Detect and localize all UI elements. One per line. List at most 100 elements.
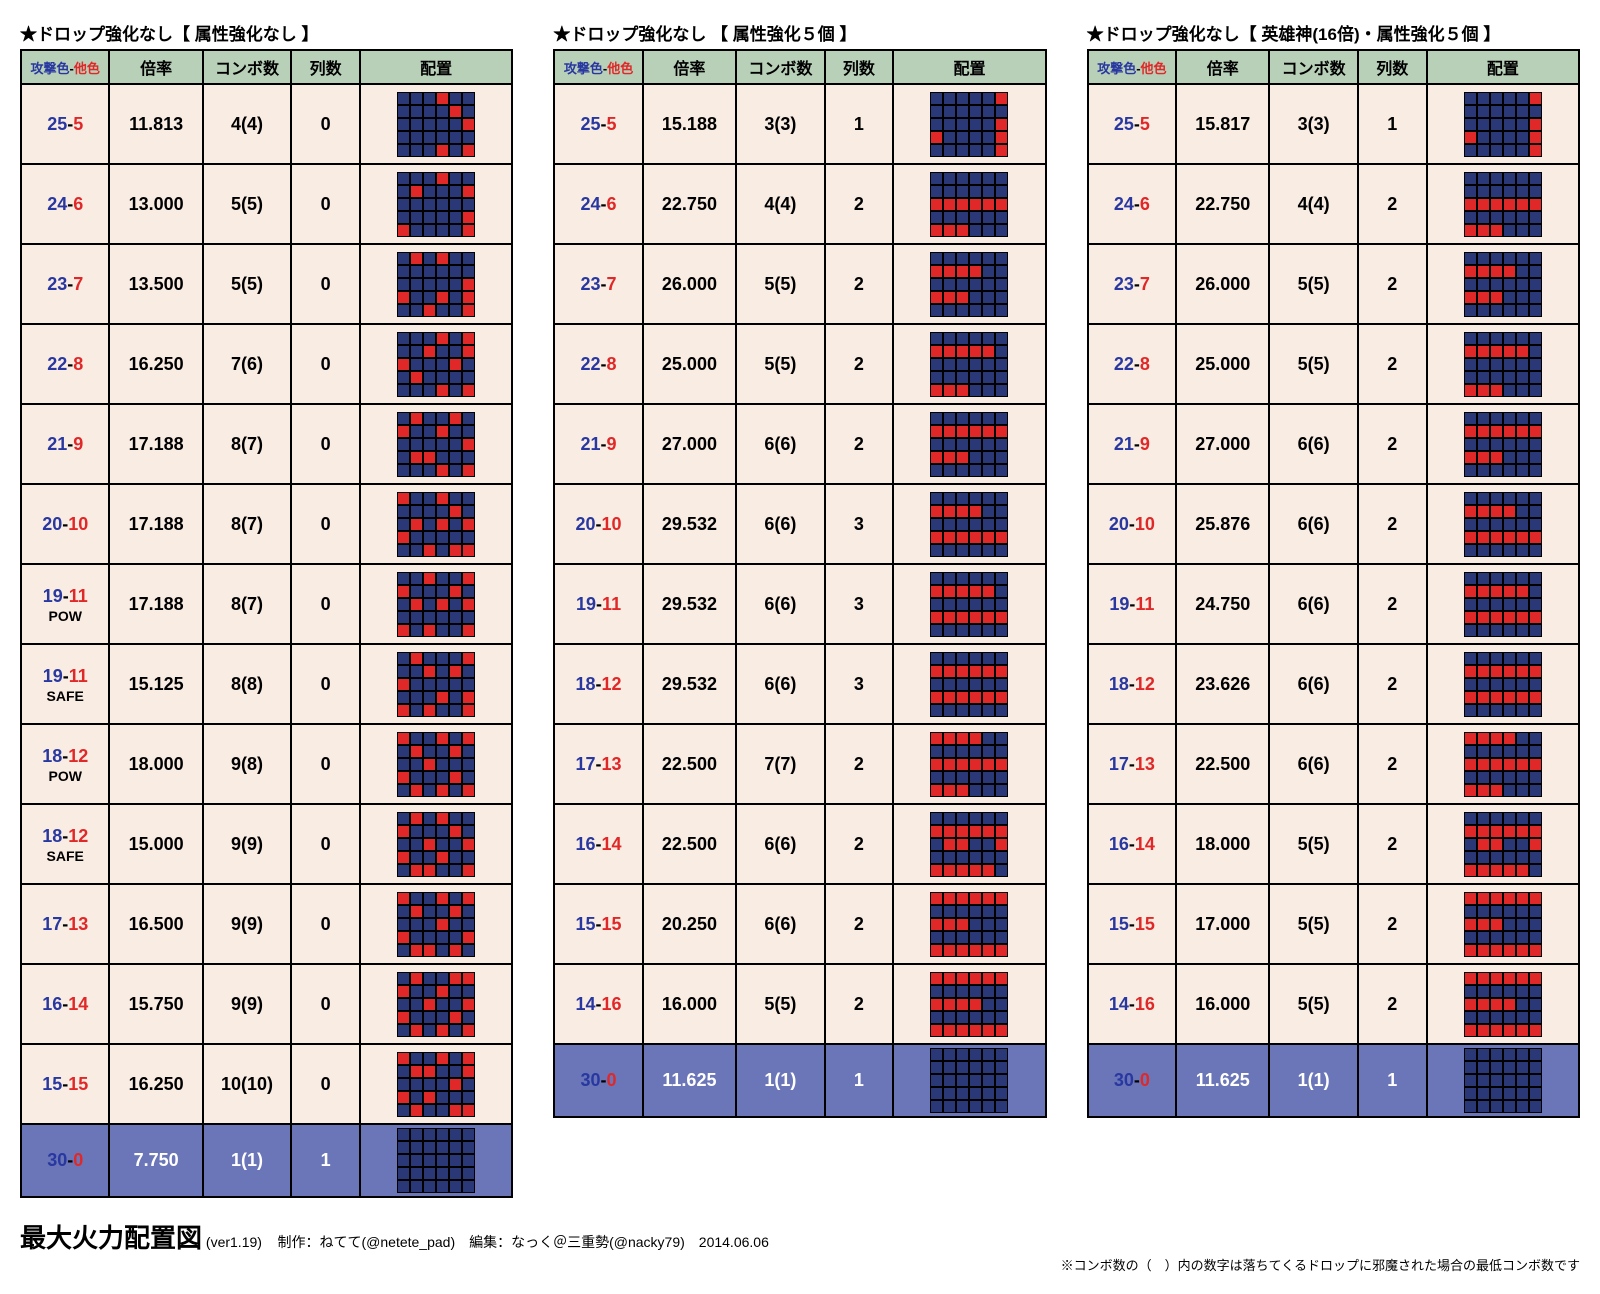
layout-cell	[1427, 404, 1579, 484]
orb-grid	[1464, 1048, 1542, 1113]
header-rate: 倍率	[643, 50, 736, 84]
header-combo: コンボ数	[736, 50, 824, 84]
column-count-cell: 2	[1358, 884, 1427, 964]
column-count-cell: 2	[1358, 804, 1427, 884]
orb-grid	[1464, 412, 1542, 477]
layout-cell	[360, 884, 512, 964]
table-block: ★ドロップ強化なし【 英雄神(16倍)・属性強化５個 】攻撃色-他色倍率コンボ数…	[1087, 20, 1580, 1118]
attack-combo-cell: 14-16	[554, 964, 642, 1044]
orb-grid	[930, 732, 1008, 797]
combo-count-cell: 8(8)	[203, 644, 291, 724]
orb-grid	[397, 572, 475, 637]
header-layout: 配置	[1427, 50, 1579, 84]
rate-cell: 23.626	[1176, 644, 1269, 724]
attack-combo-cell: 18-12POW	[21, 724, 109, 804]
layout-cell	[360, 964, 512, 1044]
table-title: ★ドロップ強化なし【 属性強化なし 】	[20, 20, 513, 45]
attack-combo-cell: 21-9	[1088, 404, 1176, 484]
combo-count-cell: 9(9)	[203, 884, 291, 964]
damage-table: 攻撃色-他色倍率コンボ数列数配置25-515.8173(3)124-622.75…	[1087, 49, 1580, 1118]
attack-combo-cell: 22-8	[1088, 324, 1176, 404]
column-count-cell: 0	[291, 324, 360, 404]
column-count-cell: 3	[825, 484, 894, 564]
rate-cell: 25.000	[643, 324, 736, 404]
combo-count-cell: 9(9)	[203, 804, 291, 884]
rate-cell: 16.000	[643, 964, 736, 1044]
combo-count-cell: 5(5)	[203, 164, 291, 244]
attack-combo-cell: 19-11	[1088, 564, 1176, 644]
rate-cell: 13.500	[109, 244, 202, 324]
combo-count-cell: 5(5)	[1269, 244, 1357, 324]
combo-count-cell: 5(5)	[1269, 964, 1357, 1044]
column-count-cell: 2	[1358, 484, 1427, 564]
orb-grid	[930, 572, 1008, 637]
rate-cell: 27.000	[643, 404, 736, 484]
layout-cell	[360, 324, 512, 404]
combo-count-cell: 10(10)	[203, 1044, 291, 1124]
footnote-note: ※コンボ数の（ ）内の数字は落ちてくるドロップに邪魔された場合の最低コンボ数です	[20, 1255, 1580, 1274]
column-count-cell: 1	[1358, 1044, 1427, 1117]
layout-cell	[1427, 324, 1579, 404]
orb-grid	[930, 812, 1008, 877]
column-count-cell: 3	[825, 644, 894, 724]
layout-cell	[360, 564, 512, 644]
rate-cell: 20.250	[643, 884, 736, 964]
column-count-cell: 0	[291, 164, 360, 244]
layout-cell	[360, 484, 512, 564]
layout-cell	[1427, 804, 1579, 884]
rate-cell: 11.813	[109, 84, 202, 164]
header-rate: 倍率	[109, 50, 202, 84]
rate-cell: 26.000	[1176, 244, 1269, 324]
column-count-cell: 2	[1358, 724, 1427, 804]
column-count-cell: 1	[825, 1044, 894, 1117]
combo-count-cell: 8(7)	[203, 484, 291, 564]
orb-grid	[1464, 892, 1542, 957]
column-count-cell: 0	[291, 244, 360, 324]
combo-count-cell: 5(5)	[1269, 804, 1357, 884]
layout-cell	[893, 564, 1045, 644]
footnote-ver: (ver1.19)	[206, 1234, 262, 1250]
rate-cell: 13.000	[109, 164, 202, 244]
layout-cell	[893, 84, 1045, 164]
orb-grid	[397, 332, 475, 397]
combo-count-cell: 6(6)	[1269, 564, 1357, 644]
table-title: ★ドロップ強化なし 【 属性強化５個 】	[553, 20, 1046, 45]
attack-combo-cell: 15-15	[554, 884, 642, 964]
header-attack: 攻撃色-他色	[1088, 50, 1176, 84]
rate-cell: 18.000	[109, 724, 202, 804]
orb-grid	[1464, 92, 1542, 157]
combo-count-cell: 6(6)	[1269, 484, 1357, 564]
layout-cell	[360, 84, 512, 164]
combo-count-cell: 1(1)	[203, 1124, 291, 1197]
orb-grid	[1464, 812, 1542, 877]
attack-combo-cell: 15-15	[21, 1044, 109, 1124]
column-count-cell: 1	[291, 1124, 360, 1197]
attack-combo-cell: 16-14	[21, 964, 109, 1044]
combo-count-cell: 8(7)	[203, 564, 291, 644]
header-cols: 列数	[1358, 50, 1427, 84]
table-title: ★ドロップ強化なし【 英雄神(16倍)・属性強化５個 】	[1087, 20, 1580, 45]
footnote-title: 最大火力配置図	[20, 1223, 202, 1253]
footer-note: 最大火力配置図 (ver1.19) 制作：ねてて(@netete_pad) 編集…	[20, 1218, 1580, 1274]
header-layout: 配置	[893, 50, 1045, 84]
combo-count-cell: 5(5)	[736, 244, 824, 324]
layout-cell	[893, 724, 1045, 804]
layout-cell	[893, 164, 1045, 244]
column-count-cell: 2	[825, 324, 894, 404]
column-count-cell: 2	[1358, 564, 1427, 644]
attack-combo-cell: 20-10	[21, 484, 109, 564]
rate-cell: 17.188	[109, 404, 202, 484]
orb-grid	[930, 892, 1008, 957]
combo-count-cell: 4(4)	[1269, 164, 1357, 244]
orb-grid	[397, 892, 475, 957]
rate-cell: 22.500	[643, 724, 736, 804]
rate-cell: 16.000	[1176, 964, 1269, 1044]
combo-count-cell: 6(6)	[736, 884, 824, 964]
column-count-cell: 0	[291, 1044, 360, 1124]
rate-cell: 18.000	[1176, 804, 1269, 884]
layout-cell	[360, 804, 512, 884]
combo-count-cell: 6(6)	[1269, 724, 1357, 804]
attack-combo-cell: 20-10	[1088, 484, 1176, 564]
layout-cell	[1427, 244, 1579, 324]
column-count-cell: 2	[1358, 244, 1427, 324]
